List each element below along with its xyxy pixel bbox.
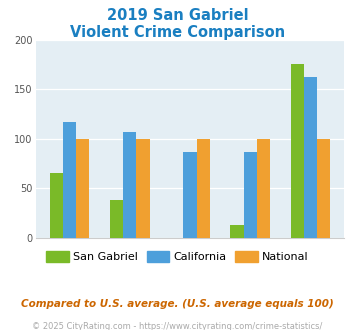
Legend: San Gabriel, California, National: San Gabriel, California, National <box>42 247 313 267</box>
Bar <box>197 139 210 238</box>
Bar <box>123 132 136 238</box>
Bar <box>244 152 257 238</box>
Bar <box>183 152 197 238</box>
Bar <box>304 77 317 238</box>
Bar <box>110 200 123 238</box>
Bar <box>230 225 244 238</box>
Bar <box>63 122 76 238</box>
Bar <box>257 139 270 238</box>
Text: © 2025 CityRating.com - https://www.cityrating.com/crime-statistics/: © 2025 CityRating.com - https://www.city… <box>32 322 323 330</box>
Bar <box>50 173 63 238</box>
Text: Compared to U.S. average. (U.S. average equals 100): Compared to U.S. average. (U.S. average … <box>21 299 334 309</box>
Text: Violent Crime Comparison: Violent Crime Comparison <box>70 25 285 40</box>
Bar <box>76 139 89 238</box>
Bar <box>290 64 304 238</box>
Text: 2019 San Gabriel: 2019 San Gabriel <box>107 8 248 23</box>
Bar <box>317 139 330 238</box>
Bar <box>136 139 149 238</box>
